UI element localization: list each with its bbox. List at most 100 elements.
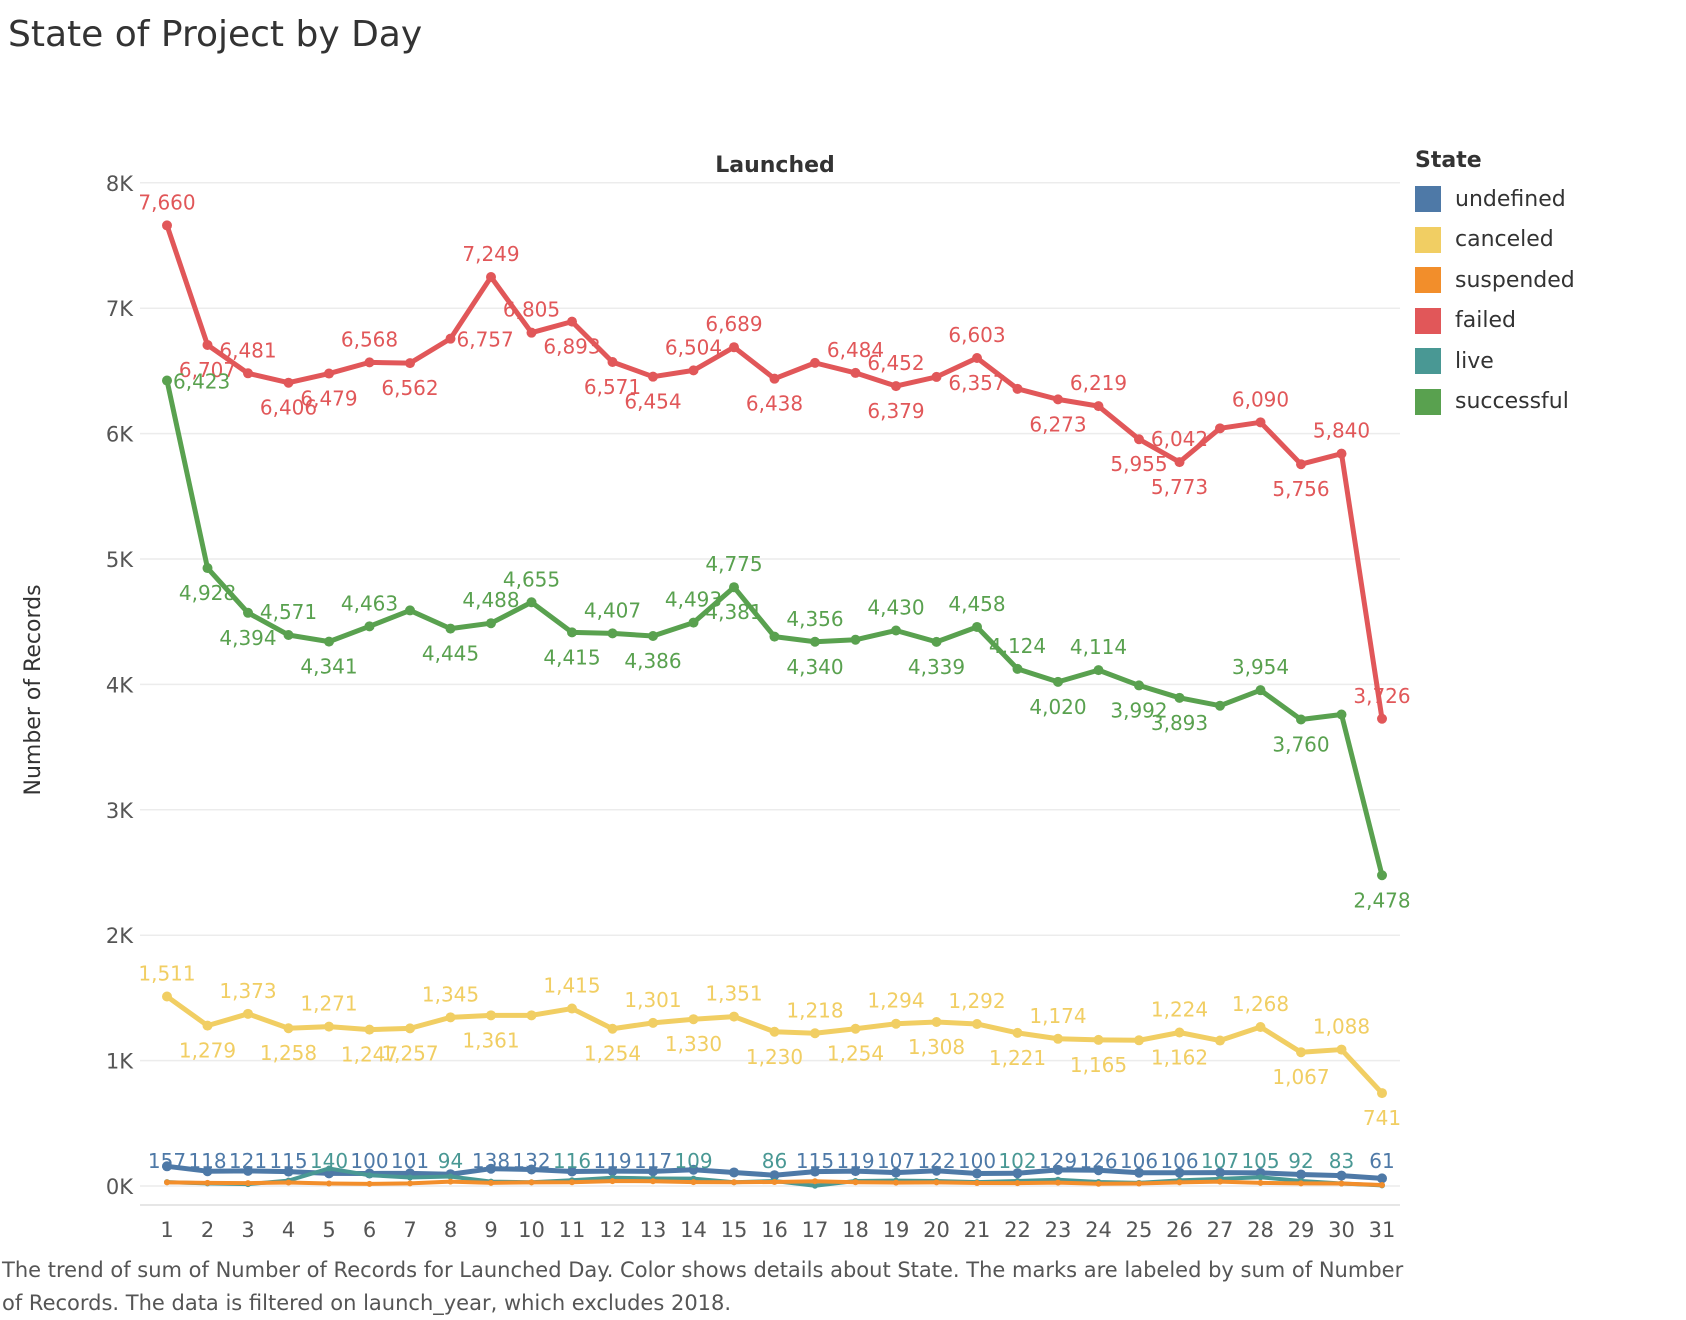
legend-label: failed <box>1455 308 1516 334</box>
data-point-live <box>1257 1174 1264 1181</box>
data-point-canceled <box>243 1008 253 1019</box>
data-point-undefined <box>769 1170 780 1181</box>
data-point-canceled <box>364 1024 375 1035</box>
data-label-canceled: 1,258 <box>260 1041 317 1065</box>
data-point-undefined <box>283 1166 294 1177</box>
data-point-failed <box>1053 394 1063 405</box>
data-label-successful: 4,394 <box>219 626 276 650</box>
x-tick-label: 7 <box>403 1218 416 1240</box>
data-label-small: 118 <box>188 1149 226 1173</box>
data-point-suspended <box>1055 1179 1061 1186</box>
data-point-successful <box>1296 714 1306 725</box>
data-label-canceled: 1,330 <box>665 1032 722 1056</box>
data-label-canceled: 1,230 <box>746 1045 803 1069</box>
x-tick-label: 27 <box>1207 1218 1234 1240</box>
y-tick-label: 5K <box>106 548 134 572</box>
data-point-canceled <box>1215 1035 1225 1046</box>
data-point-undefined <box>1336 1170 1347 1181</box>
data-label-failed: 6,090 <box>1232 387 1289 411</box>
data-point-undefined <box>972 1168 982 1179</box>
data-label-canceled: 1,279 <box>179 1039 236 1063</box>
data-label-small: 61 <box>1369 1149 1394 1173</box>
legend-item-suspended[interactable]: suspended <box>1415 260 1575 301</box>
x-tick-label: 22 <box>1004 1218 1031 1240</box>
data-point-failed <box>1093 401 1104 412</box>
data-label-canceled: 1,247 <box>341 1043 398 1067</box>
x-tick-label: 16 <box>761 1218 788 1240</box>
data-point-canceled <box>891 1018 901 1029</box>
series-failed <box>162 220 1387 724</box>
data-label-failed: 5,756 <box>1272 477 1329 501</box>
legend-item-live[interactable]: live <box>1415 341 1575 382</box>
x-tick-label: 17 <box>802 1218 829 1240</box>
data-label-small: 106 <box>1120 1149 1158 1173</box>
data-point-canceled <box>526 1010 537 1021</box>
data-point-undefined <box>1174 1167 1185 1178</box>
data-label-canceled: 1,165 <box>1070 1053 1127 1077</box>
data-label-successful: 4,655 <box>503 567 560 591</box>
data-label-small: 101 <box>391 1149 429 1173</box>
data-point-canceled <box>769 1026 780 1037</box>
data-point-canceled <box>445 1012 456 1023</box>
data-point-undefined <box>526 1164 537 1175</box>
x-tick-label: 2 <box>201 1218 214 1240</box>
data-point-successful <box>850 634 861 645</box>
y-tick-label: 4K <box>106 673 134 697</box>
data-label-failed: 6,481 <box>219 338 276 362</box>
data-point-failed <box>1215 423 1225 434</box>
data-point-suspended <box>893 1179 899 1186</box>
legend-item-successful[interactable]: successful <box>1415 382 1575 423</box>
data-label-successful: 3,760 <box>1272 733 1329 757</box>
data-label-successful: 3,893 <box>1151 711 1208 735</box>
data-label-canceled: 1,511 <box>138 962 195 986</box>
data-label-small: 126 <box>1079 1149 1117 1173</box>
data-point-canceled <box>1053 1033 1063 1044</box>
data-label-failed: 6,603 <box>948 323 1005 347</box>
data-point-canceled <box>1174 1027 1185 1038</box>
data-point-failed <box>769 373 780 384</box>
data-point-suspended <box>1338 1180 1345 1187</box>
data-label-successful: 4,415 <box>543 645 600 669</box>
data-point-suspended <box>1379 1181 1385 1188</box>
legend-item-failed[interactable]: failed <box>1415 301 1575 342</box>
data-point-undefined <box>850 1166 861 1177</box>
data-label-failed: 6,042 <box>1151 427 1208 451</box>
data-label-failed: 6,568 <box>341 327 398 351</box>
data-label-canceled: 1,351 <box>705 982 762 1006</box>
data-label-successful: 4,381 <box>705 600 762 624</box>
data-label-successful: 4,458 <box>948 592 1005 616</box>
data-point-failed <box>405 358 415 369</box>
data-label-canceled: 1,345 <box>422 982 479 1006</box>
data-label-small: 100 <box>958 1149 996 1173</box>
legend: State undefined canceled suspended failed li… <box>1415 148 1575 422</box>
y-tick-label: 7K <box>106 297 134 321</box>
data-label-successful: 4,445 <box>422 642 479 666</box>
data-point-undefined <box>931 1165 942 1176</box>
data-label-failed: 6,479 <box>300 387 357 411</box>
data-label-small: 86 <box>762 1149 787 1173</box>
data-point-canceled <box>283 1023 294 1034</box>
data-label-successful: 4,463 <box>341 591 398 615</box>
legend-item-undefined[interactable]: undefined <box>1415 179 1575 220</box>
data-point-failed <box>850 367 861 378</box>
data-point-live <box>407 1174 413 1181</box>
data-point-suspended <box>812 1178 818 1185</box>
data-label-small: 115 <box>269 1149 307 1173</box>
x-tick-label: 4 <box>282 1218 295 1240</box>
data-point-undefined <box>1012 1168 1023 1179</box>
data-label-canceled: 1,254 <box>827 1042 884 1066</box>
data-label-canceled: 1,257 <box>381 1041 438 1065</box>
data-point-suspended <box>731 1179 737 1186</box>
data-point-undefined <box>243 1165 253 1176</box>
data-point-successful <box>1053 676 1063 687</box>
data-label-canceled: 1,415 <box>543 974 600 998</box>
data-point-suspended <box>933 1179 940 1186</box>
data-point-failed <box>526 327 537 338</box>
x-tick-label: 31 <box>1369 1218 1396 1240</box>
series-canceled <box>162 991 1387 1099</box>
data-point-canceled <box>729 1011 739 1022</box>
data-point-canceled <box>162 991 172 1002</box>
data-point-successful <box>729 582 739 593</box>
data-point-suspended <box>245 1180 251 1187</box>
legend-item-canceled[interactable]: canceled <box>1415 220 1575 261</box>
